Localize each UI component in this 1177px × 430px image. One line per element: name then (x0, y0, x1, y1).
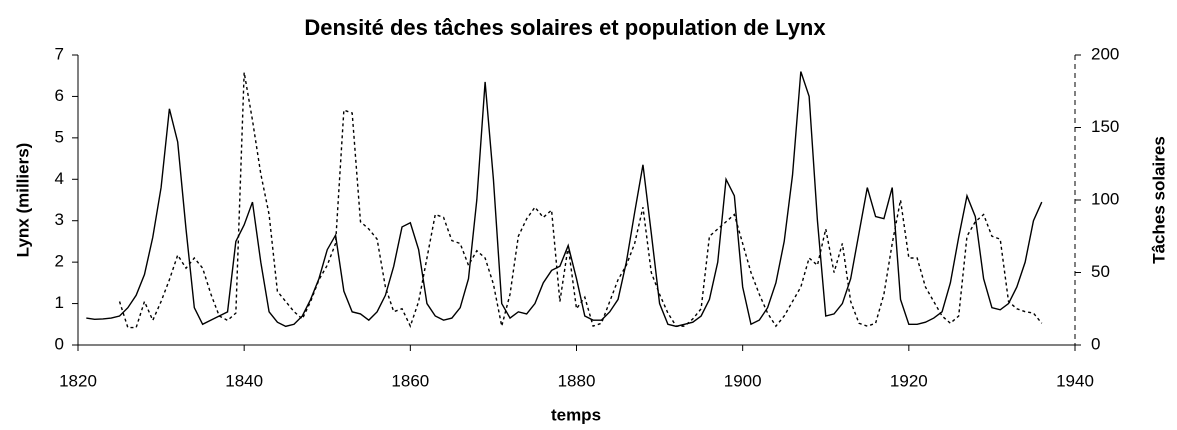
x-tick-label: 1900 (724, 371, 762, 390)
y-tick-label: 0 (55, 334, 64, 353)
y2-tick-label: 0 (1091, 334, 1100, 353)
y-tick-label: 6 (55, 86, 64, 105)
y2-axis-label: Tâches solaires (1149, 136, 1168, 264)
y-tick-label: 3 (55, 210, 64, 229)
y-axis-label: Lynx (milliers) (13, 143, 32, 258)
x-tick-label: 1920 (890, 371, 928, 390)
y-tick-label: 5 (55, 127, 64, 146)
y-tick-label: 7 (55, 44, 64, 63)
chart-title: Densité des tâches solaires et populatio… (304, 15, 826, 40)
y-tick-label: 2 (55, 252, 64, 271)
x-axis-label: temps (551, 405, 601, 424)
y-tick-label: 1 (55, 293, 64, 312)
x-tick-label: 1940 (1056, 371, 1094, 390)
series-line (86, 71, 1043, 328)
x-tick-label: 1880 (558, 371, 596, 390)
y2-tick-label: 100 (1091, 189, 1119, 208)
y-tick-label: 4 (55, 169, 64, 188)
series-line (118, 72, 1043, 329)
x-tick-label: 1860 (391, 371, 429, 390)
y2-tick-label: 150 (1091, 117, 1119, 136)
x-tick-label: 1820 (59, 371, 97, 390)
y2-tick-label: 50 (1091, 262, 1110, 281)
y2-tick-label: 200 (1091, 44, 1119, 63)
x-tick-label: 1840 (225, 371, 263, 390)
